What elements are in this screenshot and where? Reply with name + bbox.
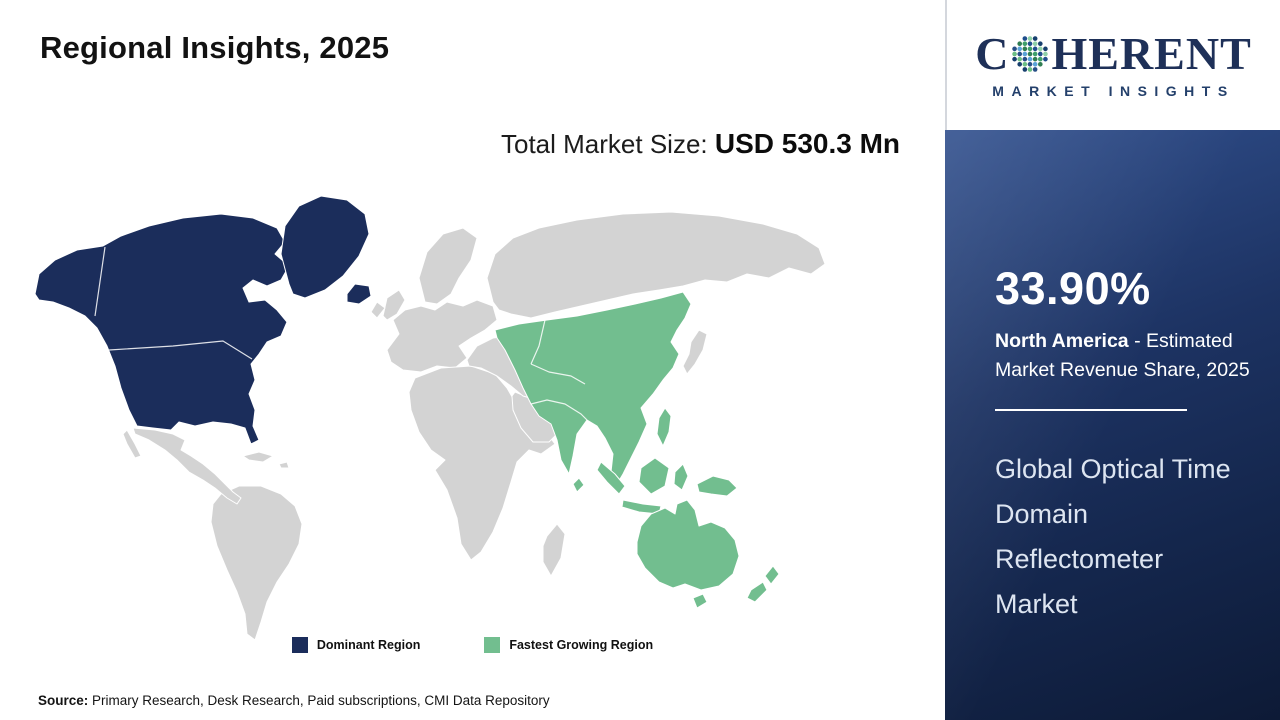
alaska-canada-border xyxy=(94,246,106,317)
sidebar-divider xyxy=(995,409,1187,411)
cuba xyxy=(242,451,274,463)
world-map xyxy=(25,188,930,648)
region-name: North America xyxy=(995,330,1129,352)
logo: C HERENT MARKET INSIGHTS xyxy=(945,0,1280,130)
logo-letters-herent: HERENT xyxy=(1051,28,1252,79)
source-label: Source: xyxy=(38,693,89,708)
ireland xyxy=(370,301,386,319)
kazakhstan-china-border xyxy=(530,319,546,365)
sumatra xyxy=(596,461,626,495)
mexico-central-america xyxy=(132,427,242,505)
share-caption-text: - Estimated Market Revenue Share, 2025 xyxy=(995,330,1250,381)
region-fastest-asia-pacific xyxy=(494,291,780,609)
europe xyxy=(386,299,498,373)
total-market-size-label: Total Market Size: xyxy=(501,129,715,159)
india-north-border xyxy=(530,399,588,421)
central-asia-border xyxy=(530,363,586,385)
asia-mainland xyxy=(494,291,692,485)
japan xyxy=(682,329,708,375)
map-legend: Dominant Region Fastest Growing Region xyxy=(0,637,945,653)
regions-other-gray xyxy=(122,211,826,641)
greenland xyxy=(280,195,370,299)
fastest-region-swatch-icon xyxy=(484,637,501,653)
continent-south-america xyxy=(210,485,303,641)
logo-mosaic-o-icon xyxy=(1012,36,1049,72)
borneo xyxy=(638,457,670,495)
total-market-size: Total Market Size: USD 530.3 Mn xyxy=(501,124,913,164)
logo-letter-c: C xyxy=(975,28,1010,79)
sulawesi xyxy=(673,463,689,491)
hispaniola xyxy=(278,461,290,469)
market-name: Global Optical Time Domain Reflectometer… xyxy=(995,454,1231,619)
legend-item-fastest: Fastest Growing Region xyxy=(484,637,653,653)
source-line: Source: Primary Research, Desk Research,… xyxy=(38,693,550,708)
legend-label-fastest: Fastest Growing Region xyxy=(509,638,654,652)
region-dominant-north-america xyxy=(34,195,372,445)
logo-subtitle: MARKET INSIGHTS xyxy=(992,83,1235,99)
sri-lanka xyxy=(572,477,585,493)
russia-north-asia xyxy=(486,211,826,319)
logo-wordmark: C HERENT xyxy=(975,31,1252,77)
tasmania xyxy=(692,593,708,609)
australia xyxy=(636,499,740,591)
new-zealand-north xyxy=(764,565,780,585)
country-border-lines xyxy=(94,246,588,421)
baja-california xyxy=(122,429,142,459)
source-text: Primary Research, Desk Research, Paid su… xyxy=(88,693,550,708)
total-market-size-value: USD 530.3 Mn xyxy=(714,128,901,159)
united-kingdom xyxy=(382,289,406,321)
iceland xyxy=(346,283,372,305)
new-zealand-south xyxy=(746,581,768,603)
market-share-value: 33.90% xyxy=(995,263,1151,314)
legend-label-dominant: Dominant Region xyxy=(316,638,421,652)
us-canada-border xyxy=(108,340,253,360)
scandinavia xyxy=(418,227,478,305)
page-title: Regional Insights, 2025 xyxy=(40,30,390,65)
madagascar xyxy=(542,523,566,577)
insight-sidebar: 33.90% North America - Estimated Market … xyxy=(945,130,1280,720)
legend-item-dominant: Dominant Region xyxy=(291,637,421,653)
market-share-caption: North America - Estimated Market Revenue… xyxy=(995,327,1261,385)
north-america-mainland xyxy=(34,213,290,445)
dominant-region-swatch-icon xyxy=(291,637,308,653)
new-guinea xyxy=(696,475,738,497)
world-map-svg xyxy=(34,195,826,641)
sidebar-content: 33.90% North America - Estimated Market … xyxy=(945,130,1280,627)
philippines xyxy=(656,407,672,447)
